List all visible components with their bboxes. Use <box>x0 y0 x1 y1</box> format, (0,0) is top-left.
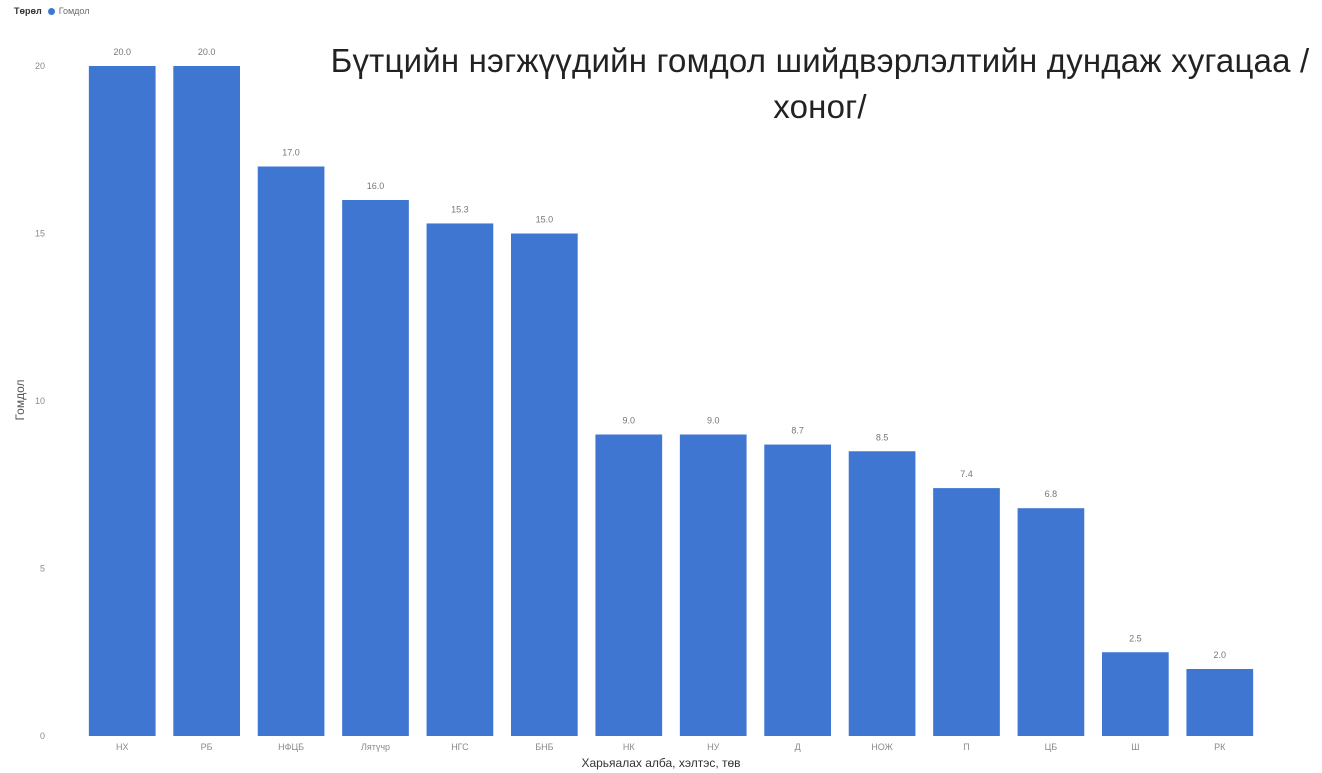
x-tick-label: БНБ <box>535 742 553 752</box>
x-tick-label: НГС <box>451 742 469 752</box>
bar[interactable] <box>342 200 409 736</box>
legend-marker-icon <box>47 7 55 15</box>
bar-value-label: 17.0 <box>282 148 300 158</box>
y-tick-label: 0 <box>40 731 45 741</box>
bar[interactable] <box>173 66 240 736</box>
bar-value-label: 20.0 <box>198 47 216 57</box>
bar[interactable] <box>1186 669 1254 736</box>
bar[interactable] <box>595 434 663 737</box>
x-tick-label: НОЖ <box>871 742 893 752</box>
bar-value-label: 6.8 <box>1045 489 1058 499</box>
bar-value-label: 7.4 <box>960 469 973 479</box>
bar-value-label: 2.0 <box>1214 650 1227 660</box>
bar[interactable] <box>257 166 325 737</box>
bar-value-label: 9.0 <box>623 416 636 426</box>
x-tick-label: П <box>963 742 969 752</box>
y-tick-label: 15 <box>35 229 45 239</box>
bar-value-label: 15.3 <box>451 204 469 214</box>
bar[interactable] <box>426 223 494 736</box>
x-tick-label: Ш <box>1131 742 1139 752</box>
bar[interactable] <box>1017 508 1085 736</box>
x-tick-label: ЦБ <box>1045 742 1058 752</box>
x-axis-ticks: НХ РБ НФЦБ Лятүчр НГС БНБ НК НУ Д НОЖ П ЦБ Ш РК <box>116 742 1226 752</box>
bar-value-label: 9.0 <box>707 416 720 426</box>
legend-item-label[interactable]: Гомдол <box>58 6 90 16</box>
x-tick-label: РБ <box>201 742 213 752</box>
y-axis-label-group: Гомдол <box>13 379 27 420</box>
x-tick-label: НК <box>623 742 635 752</box>
bars <box>88 66 1254 737</box>
y-tick-label: 10 <box>35 396 45 406</box>
bar[interactable] <box>1102 652 1169 736</box>
bar[interactable] <box>88 66 156 736</box>
bar-value-label: 20.0 <box>113 47 131 57</box>
y-axis-label: Гомдол <box>13 379 27 420</box>
y-tick-label: 20 <box>35 61 45 71</box>
bar[interactable] <box>679 434 747 737</box>
bar[interactable] <box>764 444 831 736</box>
x-tick-label: Лятүчр <box>361 742 390 752</box>
legend: Төрөл Гомдол <box>14 5 90 17</box>
bar[interactable] <box>511 233 578 737</box>
y-tick-label: 5 <box>40 564 45 574</box>
bar-value-label: 16.0 <box>367 181 385 191</box>
chart-title: Бүтцийн нэгжүүдийн гомдол шийдвэрлэлтийн… <box>330 42 1310 125</box>
bar-value-label: 8.7 <box>791 426 804 436</box>
x-axis-label: Харьяалах алба, хэлтэс, төв <box>581 756 740 770</box>
data-labels: 20.0 20.0 17.0 16.0 15.3 15.0 9.0 9.0 8.7 8.5 7.4 6… <box>113 47 1226 660</box>
x-tick-label: НФЦБ <box>278 742 304 752</box>
x-tick-label: Д <box>795 742 801 752</box>
legend-title: Төрөл <box>14 6 42 16</box>
x-tick-label: НУ <box>707 742 719 752</box>
bar[interactable] <box>933 488 1000 736</box>
bar-value-label: 15.0 <box>536 215 554 225</box>
x-tick-label: РК <box>1214 742 1226 752</box>
bar[interactable] <box>848 451 916 736</box>
y-axis-ticks: 0 5 10 15 20 <box>35 61 45 741</box>
x-tick-label: НХ <box>116 742 129 752</box>
bar-value-label: 2.5 <box>1129 633 1142 643</box>
bar-value-label: 8.5 <box>876 432 889 442</box>
